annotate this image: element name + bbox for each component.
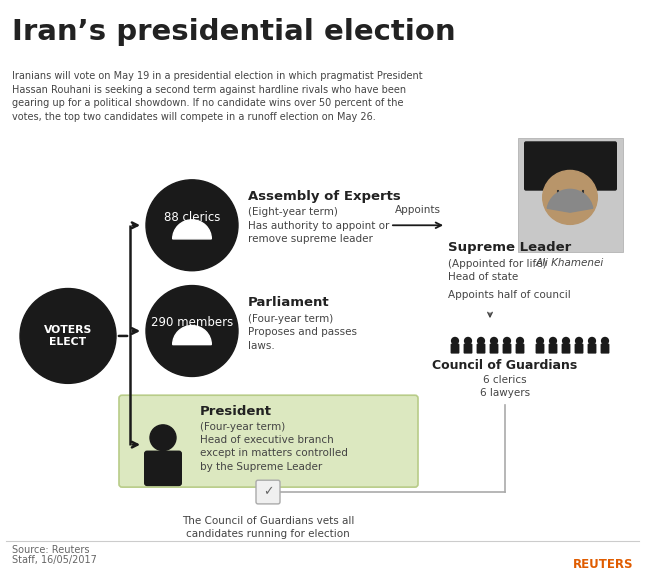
Text: (Four-year term)
Proposes and passes
laws.: (Four-year term) Proposes and passes law… (248, 314, 357, 351)
Text: 290 members: 290 members (151, 316, 233, 329)
FancyBboxPatch shape (515, 344, 524, 354)
Text: Staff, 16/05/2017: Staff, 16/05/2017 (12, 555, 97, 566)
Circle shape (517, 337, 524, 344)
Circle shape (146, 285, 238, 376)
Circle shape (537, 337, 544, 344)
Text: (Appointed for life)
Head of state: (Appointed for life) Head of state (448, 259, 546, 282)
Text: 6 clerics: 6 clerics (483, 375, 527, 386)
Circle shape (477, 337, 484, 344)
FancyBboxPatch shape (256, 480, 280, 504)
FancyBboxPatch shape (535, 344, 544, 354)
FancyBboxPatch shape (119, 395, 418, 487)
FancyBboxPatch shape (600, 344, 610, 354)
Circle shape (464, 337, 471, 344)
FancyBboxPatch shape (518, 138, 623, 252)
FancyBboxPatch shape (575, 344, 584, 354)
FancyBboxPatch shape (477, 344, 486, 354)
Circle shape (562, 337, 570, 344)
Wedge shape (173, 325, 212, 344)
Text: Parliament: Parliament (248, 296, 330, 309)
Circle shape (504, 337, 510, 344)
Circle shape (451, 337, 459, 344)
Circle shape (575, 337, 582, 344)
FancyBboxPatch shape (464, 344, 472, 354)
Text: VOTERS
ELECT: VOTERS ELECT (44, 324, 92, 347)
Circle shape (150, 425, 176, 450)
Circle shape (602, 337, 608, 344)
FancyBboxPatch shape (451, 344, 459, 354)
Text: (Four-year term)
Head of executive branch
except in matters controlled
by the Su: (Four-year term) Head of executive branc… (200, 422, 348, 472)
Text: The Council of Guardians vets all
candidates running for election: The Council of Guardians vets all candid… (182, 516, 354, 539)
Circle shape (550, 337, 557, 344)
Wedge shape (173, 220, 212, 239)
Text: 88 clerics: 88 clerics (164, 211, 220, 223)
FancyBboxPatch shape (490, 344, 499, 354)
Text: Supreme Leader: Supreme Leader (448, 241, 571, 254)
Text: Appoints half of council: Appoints half of council (448, 291, 571, 300)
Circle shape (589, 337, 595, 344)
Text: ✓: ✓ (263, 485, 273, 499)
FancyBboxPatch shape (144, 450, 182, 486)
Text: Iranians will vote on May 19 in a presidential election in which pragmatist Pres: Iranians will vote on May 19 in a presid… (12, 71, 422, 122)
FancyBboxPatch shape (524, 142, 617, 191)
FancyBboxPatch shape (549, 344, 557, 354)
Text: 6 lawyers: 6 lawyers (480, 388, 530, 398)
FancyBboxPatch shape (502, 344, 511, 354)
Text: Ali Khamenei: Ali Khamenei (536, 258, 604, 268)
Text: (Eight-year term)
Has authority to appoint or
remove supreme leader: (Eight-year term) Has authority to appoi… (248, 207, 390, 244)
Circle shape (20, 289, 116, 383)
FancyBboxPatch shape (562, 344, 570, 354)
Text: REUTERS: REUTERS (573, 558, 633, 571)
Text: Appoints: Appoints (395, 205, 441, 215)
FancyBboxPatch shape (588, 344, 597, 354)
Text: Source: Reuters: Source: Reuters (12, 545, 90, 555)
Circle shape (146, 180, 238, 270)
Circle shape (542, 170, 597, 225)
Circle shape (491, 337, 497, 344)
Text: Council of Guardians: Council of Guardians (432, 359, 578, 372)
Wedge shape (547, 189, 593, 212)
Text: Assembly of Experts: Assembly of Experts (248, 190, 401, 203)
Text: Iran’s presidential election: Iran’s presidential election (12, 18, 455, 46)
Text: President: President (200, 405, 272, 418)
